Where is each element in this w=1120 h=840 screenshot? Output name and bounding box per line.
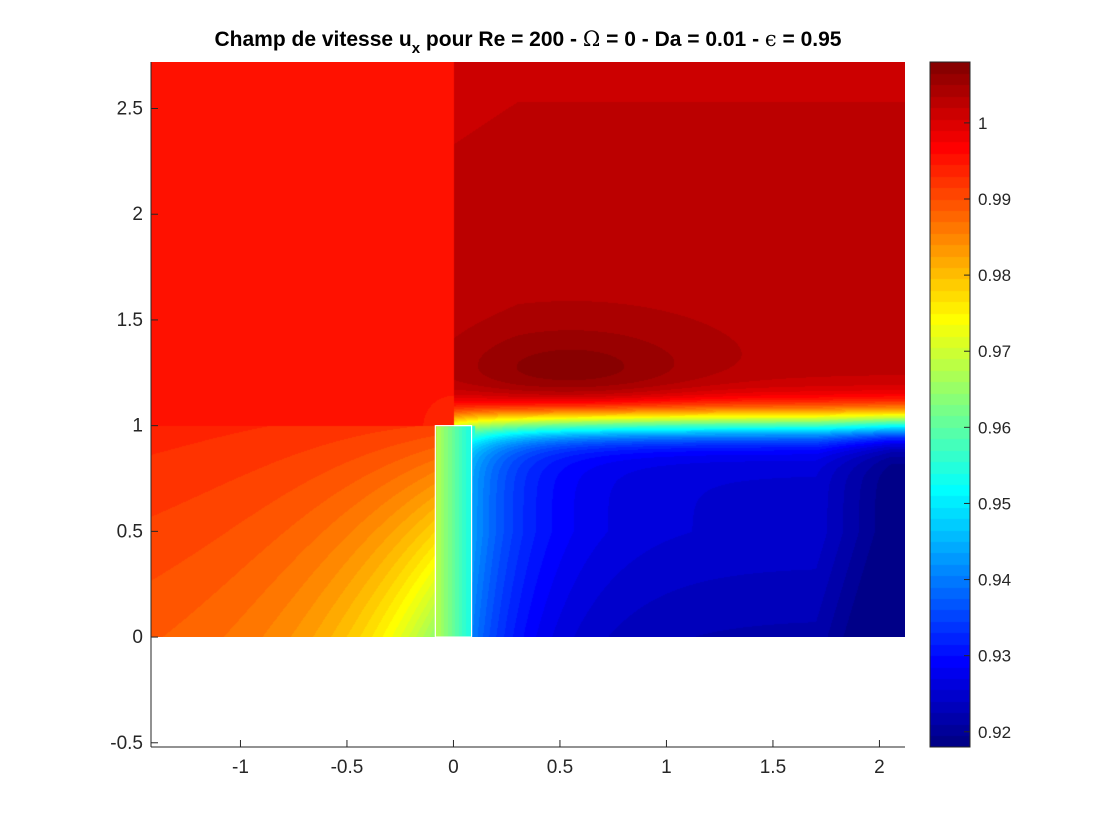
y-axis-ticks: -0.5 0 0.5 1 1.5 2 2.5 xyxy=(110,99,158,754)
colorbar-tick-label: 0.93 xyxy=(978,647,1011,666)
x-tick-label: 0 xyxy=(448,757,459,778)
x-tick-label: 2 xyxy=(874,757,885,778)
axes-lines xyxy=(150,62,905,748)
colorbar-frame xyxy=(929,61,971,748)
title-subscript: x xyxy=(412,40,421,57)
x-tick-label: -1 xyxy=(232,757,249,778)
x-axis-ticks: -1 -0.5 0 0.5 1 1.5 2 xyxy=(232,740,885,778)
title-rest-3: = 0.95 xyxy=(777,28,842,51)
colorbar-tick-label: 1 xyxy=(978,114,987,133)
x-tick-label: -0.5 xyxy=(331,757,364,778)
y-tick-label: 2 xyxy=(132,204,143,225)
x-tick-label: 1.5 xyxy=(760,757,786,778)
x-tick-label: 1 xyxy=(661,757,672,778)
colorbar-tick-label: 0.95 xyxy=(978,494,1011,513)
colorbar-tick-label: 0.98 xyxy=(978,266,1011,285)
porous-obstacle-outline xyxy=(434,425,473,638)
title-epsilon: ϵ xyxy=(765,27,777,51)
plot-area: -1 -0.5 0 0.5 1 1.5 2 -0.5 0 0.5 1 1.5 2 2.5 xyxy=(110,62,905,778)
colorbar-tick-label: 0.96 xyxy=(978,418,1011,437)
chart-title: Champ de vitesse ux pour Re = 200 - Ω = … xyxy=(215,27,842,57)
y-tick-label: -0.5 xyxy=(110,733,143,754)
y-tick-label: 2.5 xyxy=(117,99,143,120)
velocity-field-heatmap xyxy=(151,62,905,637)
title-omega: Ω xyxy=(583,27,600,51)
y-tick-label: 1.5 xyxy=(117,310,143,331)
y-tick-label: 0 xyxy=(132,627,143,648)
colorbar-tick-label: 0.92 xyxy=(978,723,1011,742)
title-rest-1: pour Re = 200 - xyxy=(420,28,583,51)
colorbar: 0.92 0.93 0.94 0.95 0.96 0.97 0.98 0.99 1 xyxy=(929,61,1011,748)
y-tick-label: 0.5 xyxy=(117,521,143,542)
y-tick-label: 1 xyxy=(132,416,143,437)
x-tick-label: 0.5 xyxy=(547,757,573,778)
colorbar-tick-label: 0.99 xyxy=(978,190,1011,209)
title-prefix: Champ de vitesse u xyxy=(215,28,412,51)
colorbar-tick-label: 0.94 xyxy=(978,571,1011,590)
title-rest-2: = 0 - Da = 0.01 - xyxy=(600,28,765,51)
colorbar-ticks: 0.92 0.93 0.94 0.95 0.96 0.97 0.98 0.99 1 xyxy=(964,114,1011,742)
colorbar-tick-label: 0.97 xyxy=(978,342,1011,361)
colorbar-gradient xyxy=(930,62,970,747)
